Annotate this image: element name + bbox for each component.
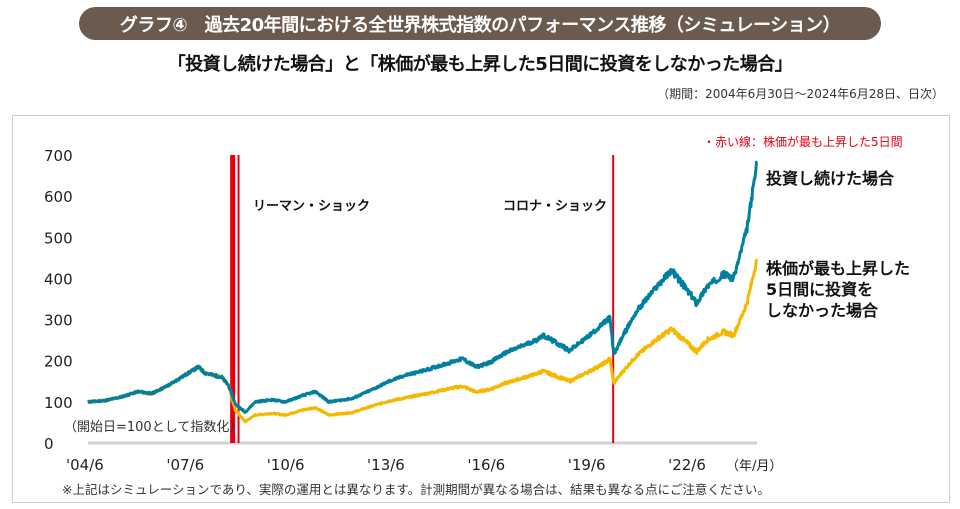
- red-line-legend: ・赤い線：株価が最も上昇した5日間: [703, 134, 903, 149]
- x-tick-label: '19/6: [568, 456, 606, 474]
- series-label-missed-line: しなかった場合: [766, 301, 879, 320]
- x-tick-label: '10/6: [267, 456, 305, 474]
- period-note: （期間：2004年6月30日〜2024年6月28日、日次）: [657, 87, 944, 101]
- x-tick-label: '04/6: [66, 456, 104, 474]
- annotation-lehman: リーマン・ショック: [253, 199, 370, 214]
- y-tick-label: 400: [44, 270, 73, 288]
- annotation-corona: コロナ・ショック: [503, 199, 607, 214]
- index-note: （開始日=100として指数化）: [64, 420, 242, 435]
- y-tick-label: 0: [44, 435, 54, 453]
- y-tick-label: 700: [44, 147, 73, 165]
- series-label-invested: 投資し続けた場合: [766, 169, 895, 188]
- x-tick-label: '13/6: [367, 456, 405, 474]
- footnote: ※上記はシミュレーションであり、実際の運用とは異なります。計測期間が異なる場合は…: [62, 482, 770, 497]
- series-line-invested: [87, 160, 758, 414]
- y-tick-label: 300: [44, 312, 73, 330]
- y-tick-label: 200: [44, 353, 73, 371]
- series-label-missed-line: 5日間に投資を: [766, 280, 873, 299]
- y-tick-label: 100: [44, 394, 73, 412]
- x-tick-label: '07/6: [166, 456, 204, 474]
- chart-title-banner: グラフ④ 過去20年間における全世界株式指数のパフォーマンス推移（シミュレーショ…: [79, 7, 881, 40]
- chart-subtitle: 「投資し続けた場合」と「株価が最も上昇した5日間に投資をしなかった場合」: [167, 54, 793, 75]
- x-unit-label: （年/月）: [726, 459, 782, 474]
- series-label-missed-line: 株価が最も上昇した: [766, 259, 910, 278]
- y-tick-label: 500: [44, 229, 73, 247]
- x-tick-label: '16/6: [467, 456, 505, 474]
- chart-title: グラフ④ 過去20年間における全世界株式指数のパフォーマンス推移（シミュレーショ…: [119, 14, 841, 36]
- chart-frame: [12, 115, 950, 503]
- x-tick-label: '22/6: [668, 456, 706, 474]
- y-tick-label: 600: [44, 188, 73, 206]
